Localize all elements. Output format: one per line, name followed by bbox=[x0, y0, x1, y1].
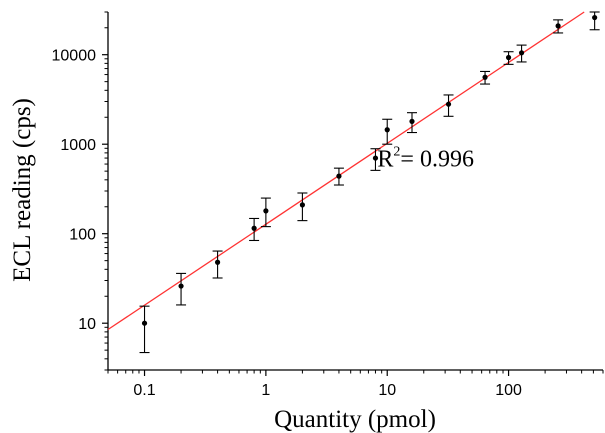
x-tick-label: 0.1 bbox=[133, 382, 155, 399]
data-point bbox=[592, 14, 598, 21]
data-point bbox=[178, 283, 184, 289]
data-point bbox=[518, 50, 525, 56]
data-point bbox=[214, 259, 221, 265]
data-point bbox=[445, 101, 452, 107]
x-tick-label: 10 bbox=[378, 382, 396, 399]
data-point bbox=[299, 202, 306, 208]
data-point bbox=[141, 320, 148, 326]
y-tick-label: 1000 bbox=[60, 137, 96, 154]
y-axis-title: ECL reading (cps) bbox=[9, 98, 36, 282]
data-point bbox=[505, 54, 512, 61]
y-ticks-layer: 10 100 1000 10000 bbox=[52, 11, 108, 371]
y-tick-label: 100 bbox=[69, 227, 96, 244]
r-squared-annotation: R 2 = 0.996 bbox=[377, 145, 474, 173]
data-point bbox=[372, 155, 379, 161]
r-squared-base: R bbox=[377, 147, 393, 173]
data-points-layer bbox=[141, 14, 598, 326]
y-tick-label: 10000 bbox=[52, 48, 97, 65]
r-squared-value: = 0.996 bbox=[400, 147, 474, 173]
x-tick-label: 1 bbox=[261, 382, 270, 399]
fit-line bbox=[107, 11, 585, 331]
r-squared-superscript: 2 bbox=[393, 145, 400, 160]
error-bars-layer bbox=[139, 11, 600, 354]
plot-area bbox=[107, 12, 603, 371]
fit-line-layer bbox=[107, 11, 585, 331]
data-point bbox=[251, 225, 257, 231]
data-point bbox=[384, 127, 390, 133]
y-tick-label: 10 bbox=[78, 316, 96, 333]
data-point bbox=[482, 74, 488, 80]
data-point bbox=[409, 118, 415, 124]
data-point bbox=[263, 208, 269, 214]
data-point bbox=[336, 173, 342, 179]
x-ticks-layer: 0.1 1 10 100 bbox=[107, 370, 604, 399]
x-tick-label: 100 bbox=[495, 382, 522, 399]
data-point bbox=[555, 23, 561, 29]
x-axis-title: Quantity (pmol) bbox=[274, 406, 436, 433]
